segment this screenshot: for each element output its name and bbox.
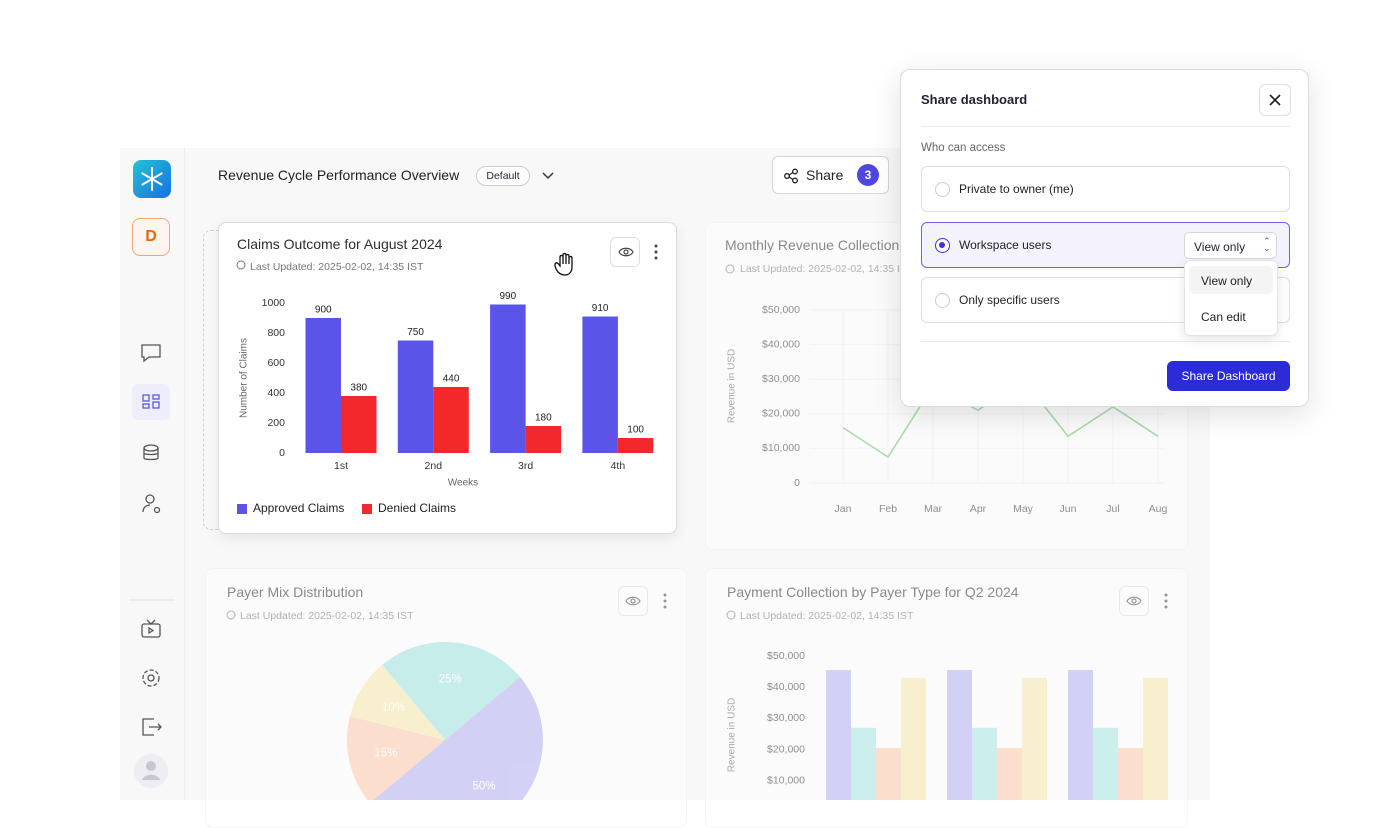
dropdown-item[interactable]: Can edit bbox=[1201, 310, 1246, 324]
card-title: Payer Mix Distribution bbox=[227, 584, 364, 600]
card-title: Monthly Revenue Collection bbox=[725, 237, 900, 253]
user-settings-icon[interactable] bbox=[142, 494, 161, 514]
radio bbox=[935, 293, 950, 308]
page: D Revenue Cycle Performance Overview Def… bbox=[120, 69, 1309, 828]
dropdown-item[interactable]: View only bbox=[1189, 266, 1273, 294]
dashboard-icon[interactable] bbox=[142, 394, 160, 409]
nav-icons bbox=[130, 344, 174, 788]
avatar-head bbox=[146, 761, 156, 771]
share-modal: Share dashboard Who can access Private t… bbox=[900, 69, 1309, 407]
claims-card[interactable]: Claims Outcome for August 2024 Last Upda… bbox=[218, 222, 677, 534]
payer-mix-card[interactable]: Payer Mix Distribution Last Updated: 202… bbox=[205, 568, 687, 828]
view-button[interactable] bbox=[618, 586, 648, 616]
database-icon[interactable] bbox=[143, 444, 159, 461]
option-label: Workspace users bbox=[959, 237, 1052, 252]
avatar-body bbox=[142, 774, 160, 780]
access-option[interactable]: Private to owner (me) bbox=[921, 166, 1290, 212]
divider bbox=[921, 341, 1290, 342]
last-updated: Last Updated: 2025-02-02, 14:35 IST bbox=[240, 610, 414, 622]
option-label: Only specific users bbox=[959, 293, 1060, 307]
submit-button[interactable]: Share Dashboard bbox=[1167, 361, 1290, 391]
modal-title: Share dashboard bbox=[921, 92, 1028, 107]
share-button[interactable]: Share 3 bbox=[772, 156, 889, 194]
permission-dropdown: View only Can edit bbox=[1184, 260, 1278, 336]
share-icon bbox=[784, 168, 798, 184]
permission-select[interactable]: View only ⌃ ⌄ bbox=[1184, 231, 1277, 259]
view-button[interactable] bbox=[1119, 586, 1149, 616]
divider bbox=[921, 126, 1290, 127]
select-value: View only bbox=[1194, 239, 1246, 254]
last-updated: Last Updated: 2025-02-02, 14:35 IST bbox=[740, 610, 914, 622]
workspace-avatar[interactable]: D bbox=[132, 218, 170, 256]
last-updated: Last Updated: 2025-02-02, 14:35 IST bbox=[740, 263, 914, 275]
radio bbox=[935, 182, 950, 197]
card-title: Claims Outcome for August 2024 bbox=[237, 236, 443, 252]
active-bg bbox=[132, 384, 170, 420]
close-button[interactable] bbox=[1259, 84, 1291, 116]
close-icon bbox=[1269, 94, 1281, 106]
dashboard-title: Revenue Cycle Performance Overview bbox=[218, 167, 460, 183]
dashboard-dropdown[interactable] bbox=[541, 169, 555, 183]
logo-icon bbox=[141, 167, 163, 191]
share-count: 3 bbox=[857, 164, 879, 186]
sidebar: D bbox=[120, 148, 185, 800]
logout-icon[interactable] bbox=[142, 718, 162, 736]
last-updated: Last Updated: 2025-02-02, 14:35 IST bbox=[250, 261, 424, 273]
default-badge: Default bbox=[476, 166, 530, 186]
chat-icon[interactable] bbox=[141, 344, 161, 363]
access-option[interactable]: Workspace users View only ⌃ ⌄ bbox=[921, 221, 1290, 268]
option-label: Private to owner (me) bbox=[959, 182, 1074, 196]
tv-icon[interactable] bbox=[141, 619, 161, 638]
share-label: Share bbox=[806, 167, 844, 183]
section-label: Who can access bbox=[921, 142, 1006, 154]
select-chevron: ⌃ ⌄ bbox=[1263, 235, 1271, 253]
card-title: Payment Collection by Payer Type for Q2 … bbox=[727, 584, 1019, 600]
radio bbox=[935, 237, 950, 253]
settings-icon[interactable] bbox=[147, 674, 155, 682]
view-button[interactable] bbox=[610, 237, 640, 267]
payment-card[interactable]: Payment Collection by Payer Type for Q2 … bbox=[705, 568, 1188, 828]
logo[interactable] bbox=[133, 160, 171, 198]
